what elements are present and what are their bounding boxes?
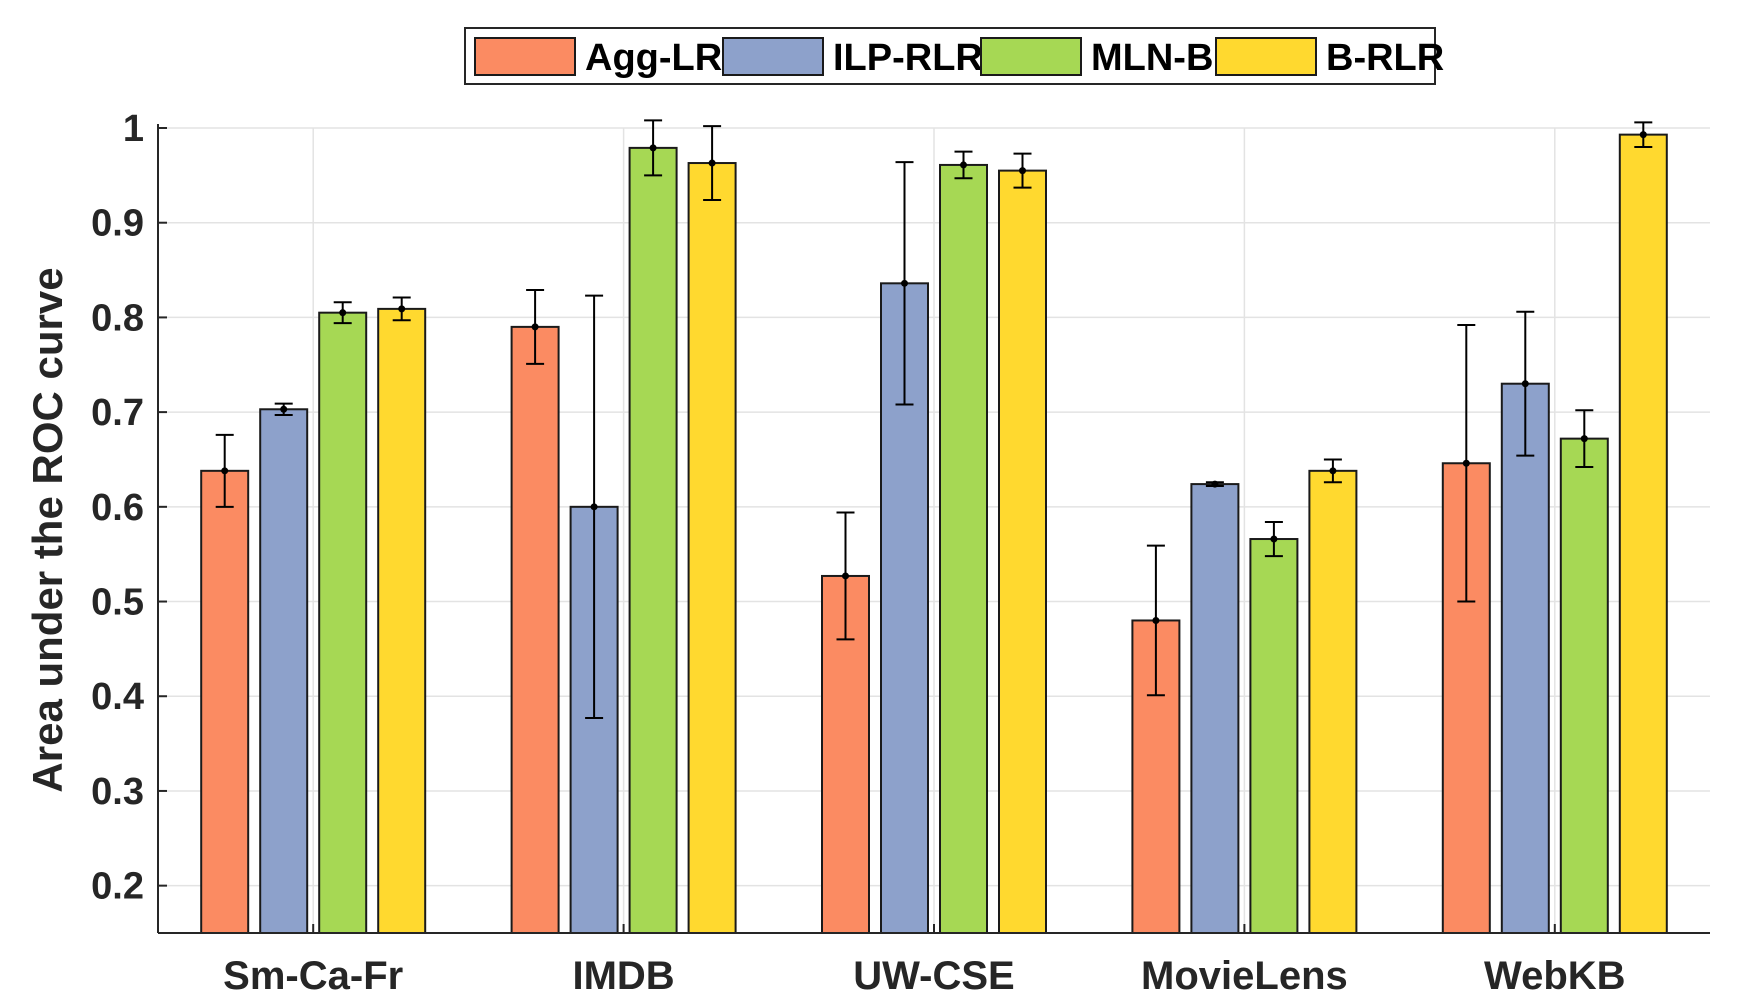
error-bars xyxy=(215,119,1653,720)
bar xyxy=(1618,133,1668,935)
legend-swatch xyxy=(474,37,576,76)
legend-swatch xyxy=(1215,37,1317,76)
legend-swatch xyxy=(722,37,824,76)
mean-marker xyxy=(1152,616,1160,624)
legend: Agg-LR ILP-RLR MLN-B B-RLR xyxy=(464,27,1444,85)
legend-label: MLN-B xyxy=(1091,37,1213,79)
bar xyxy=(510,325,560,935)
y-tick-labels: 0.2 0.3 0.4 0.5 0.6 0.7 0.8 0.9 1 xyxy=(91,108,144,908)
bar xyxy=(200,469,250,934)
mean-marker xyxy=(590,503,598,511)
bar xyxy=(259,408,309,934)
mean-marker xyxy=(1639,131,1647,139)
mean-marker xyxy=(1019,167,1026,175)
mean-marker xyxy=(339,309,347,317)
y-axis-label: Area under the ROC curve xyxy=(24,267,71,792)
mean-marker xyxy=(1329,467,1337,475)
mean-marker xyxy=(960,161,967,169)
mean-marker xyxy=(1580,435,1588,443)
bar xyxy=(939,163,988,934)
bar xyxy=(628,146,678,934)
bar xyxy=(687,162,737,934)
mean-marker xyxy=(221,467,229,475)
mean-marker xyxy=(398,305,406,313)
legend-label: B-RLR xyxy=(1326,37,1444,79)
mean-marker xyxy=(842,572,849,580)
x-category-label: WebKB xyxy=(1484,954,1625,998)
x-category-label: IMDB xyxy=(572,954,674,998)
y-tick-label: 0.3 xyxy=(91,771,144,813)
x-category-label: Sm-Ca-Fr xyxy=(223,954,403,998)
legend-label: Agg-LR xyxy=(585,37,722,79)
mean-marker xyxy=(708,159,716,167)
axes xyxy=(157,124,1710,934)
x-category-label: MovieLens xyxy=(1141,954,1348,998)
mean-marker xyxy=(531,323,539,331)
x-category-label: UW-CSE xyxy=(853,954,1014,998)
x-category-labels: Sm-Ca-Fr IMDB UW-CSE MovieLens WebKB xyxy=(223,954,1625,998)
bar xyxy=(318,311,368,935)
y-tick-label: 1 xyxy=(123,108,144,150)
mean-marker xyxy=(649,144,657,152)
bar xyxy=(377,307,427,934)
y-tick-label: 0.8 xyxy=(91,297,144,339)
y-tick-label: 0.6 xyxy=(91,487,144,529)
y-tick-label: 0.7 xyxy=(91,392,144,434)
y-tick-label: 0.2 xyxy=(91,866,144,908)
y-tick-label: 0.4 xyxy=(91,676,144,718)
mean-marker xyxy=(1462,459,1470,467)
bar xyxy=(1500,382,1550,934)
bar xyxy=(1308,469,1358,934)
mean-marker xyxy=(1521,380,1529,388)
mean-marker xyxy=(280,405,288,413)
bar xyxy=(1559,437,1609,934)
legend-swatch xyxy=(980,37,1082,76)
mean-marker xyxy=(1211,480,1219,488)
bar xyxy=(998,169,1047,934)
bars xyxy=(200,133,1668,935)
bar xyxy=(1190,483,1240,934)
bar xyxy=(1249,538,1299,935)
y-tick-label: 0.9 xyxy=(91,203,144,245)
legend-label: ILP-RLR xyxy=(833,37,983,79)
mean-marker xyxy=(1270,535,1278,543)
y-tick-label: 0.5 xyxy=(91,582,144,624)
mean-marker xyxy=(901,279,908,287)
